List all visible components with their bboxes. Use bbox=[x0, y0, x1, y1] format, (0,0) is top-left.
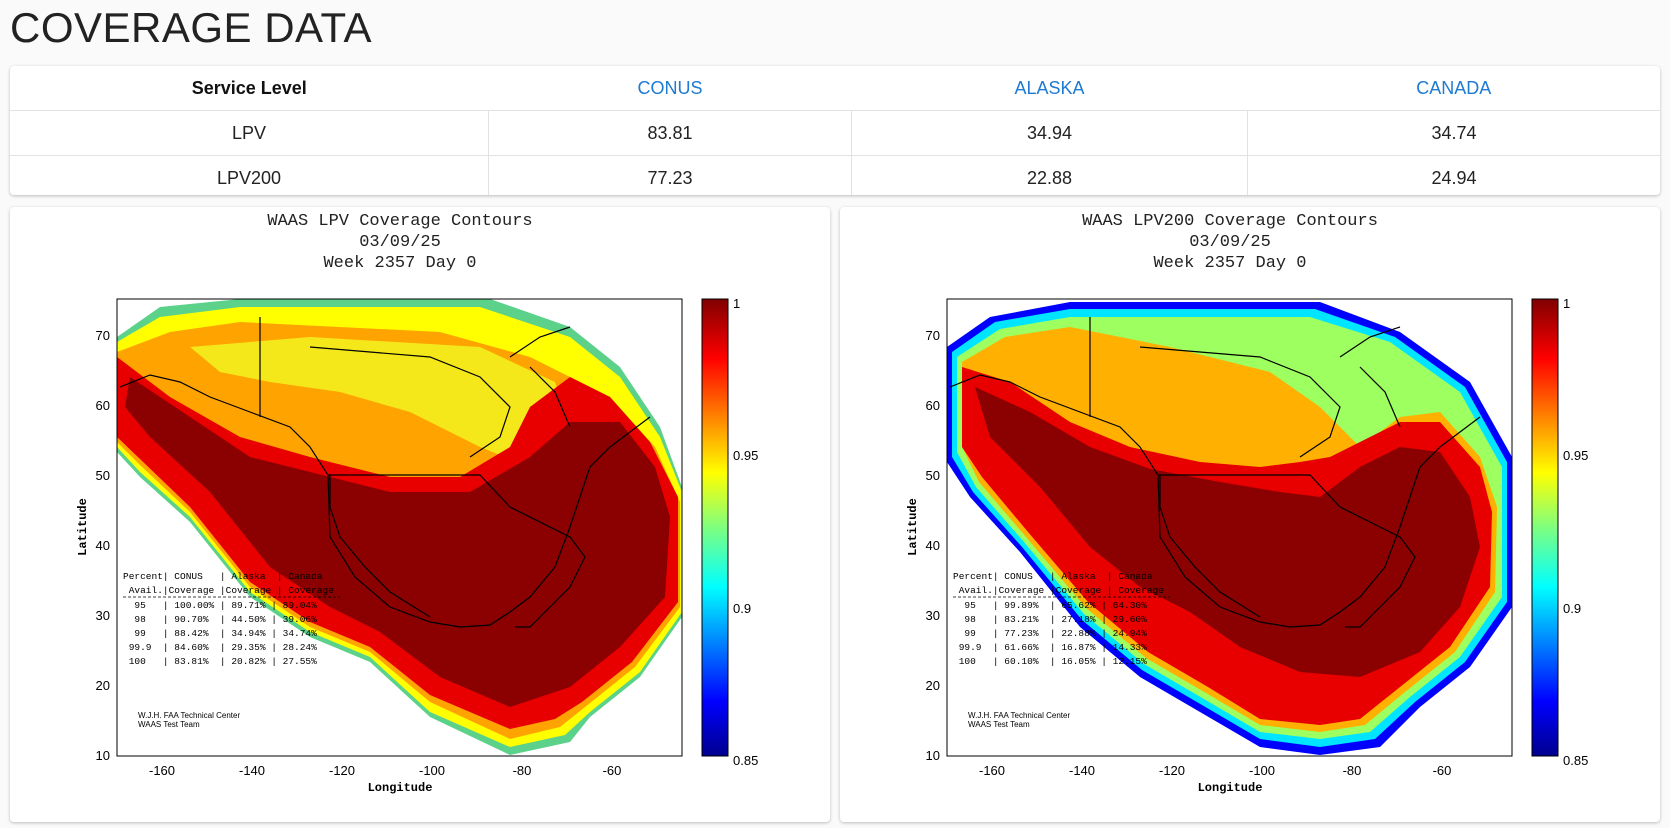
header-canada[interactable]: CANADA bbox=[1247, 66, 1660, 111]
stats-header: Percent| CONUS | Alaska | Canada bbox=[123, 571, 323, 582]
cell-service-level: LPV200 bbox=[216, 167, 282, 188]
y-tick: 30 bbox=[96, 608, 110, 623]
x-axis-label: Longitude bbox=[368, 781, 433, 795]
colorbar bbox=[1531, 298, 1559, 757]
colorbar-tick: 0.85 bbox=[733, 753, 758, 768]
cell-canada: 24.94 bbox=[1247, 155, 1660, 195]
header-conus[interactable]: CONUS bbox=[488, 66, 852, 111]
colorbar-tick: 1 bbox=[733, 296, 740, 311]
credit-text: W.J.H. FAA Technical Center WAAS Test Te… bbox=[138, 711, 240, 729]
colorbar-tick: 0.9 bbox=[733, 601, 751, 616]
x-tick: -120 bbox=[1159, 763, 1185, 778]
stats-row: 100 | 60.10% | 16.05% | 12.15% bbox=[953, 656, 1147, 667]
x-tick: -60 bbox=[1433, 763, 1452, 778]
x-tick: -140 bbox=[1069, 763, 1095, 778]
colorbar-tick: 0.95 bbox=[733, 448, 758, 463]
y-axis-ticks: 70 60 50 40 30 20 10 bbox=[926, 328, 940, 763]
coverage-contours bbox=[117, 299, 682, 755]
header-alaska[interactable]: ALASKA bbox=[851, 66, 1248, 111]
coverage-contours bbox=[947, 302, 1512, 755]
stats-header: Percent| CONUS | Alaska | Canada bbox=[953, 571, 1153, 582]
table-row: LPV 83.81 34.94 34.74 bbox=[10, 110, 1660, 156]
lpv200-coverage-map-card: -160 -140 -120 -100 -80 -60 70 60 50 40 … bbox=[840, 207, 1660, 822]
x-tick: -140 bbox=[239, 763, 265, 778]
stats-table: Percent| CONUS | Alaska | Canada Avail.|… bbox=[123, 571, 340, 667]
stats-row: 99.9 | 61.66% | 16.87% | 14.33% bbox=[953, 642, 1147, 653]
cell-conus: 77.23 bbox=[488, 155, 852, 195]
y-axis-label: Latitude bbox=[906, 498, 920, 556]
x-tick: -80 bbox=[1343, 763, 1362, 778]
cell-service-level: LPV bbox=[10, 110, 489, 156]
svg-text:W.J.H. FAA Technical Center: W.J.H. FAA Technical Center bbox=[138, 711, 240, 720]
stats-row: 95 | 99.89% | 65.62% | 64.30% bbox=[953, 600, 1147, 611]
lpv200-coverage-map[interactable]: -160 -140 -120 -100 -80 -60 70 60 50 40 … bbox=[840, 207, 1660, 822]
plot-frame bbox=[946, 298, 1513, 757]
cell-conus: 83.81 bbox=[488, 110, 852, 156]
y-axis-ticks: 70 60 50 40 30 20 10 bbox=[96, 328, 110, 763]
y-axis-label: Latitude bbox=[76, 498, 90, 556]
x-axis-ticks: -160 -140 -120 -100 -80 -60 bbox=[149, 763, 621, 778]
cell-alaska: 22.88 bbox=[851, 155, 1248, 195]
stats-row: 99.9 | 84.60% | 29.35% | 28.24% bbox=[123, 642, 317, 653]
table-row: LPV200 77.23 22.88 24.94 bbox=[10, 155, 1660, 195]
x-tick: -120 bbox=[329, 763, 355, 778]
y-tick: 60 bbox=[926, 398, 940, 413]
stats-row: 95 | 100.00% | 89.71% | 89.04% bbox=[123, 600, 317, 611]
table-header-row: Service Level CONUS ALASKA CANADA bbox=[10, 66, 1660, 111]
colorbar-tick: 0.95 bbox=[1563, 448, 1588, 463]
lpv-coverage-map[interactable]: -160 -140 -120 -100 -80 -60 70 60 50 40 … bbox=[10, 207, 830, 822]
page-title: COVERAGE DATA bbox=[10, 4, 373, 51]
y-tick: 20 bbox=[96, 678, 110, 693]
colorbar-tick: 0.85 bbox=[1563, 753, 1588, 768]
coastlines bbox=[949, 317, 1481, 628]
colorbar-tick: 0.9 bbox=[1563, 601, 1581, 616]
x-tick: -160 bbox=[979, 763, 1005, 778]
stats-row: 99 | 88.42% | 34.94% | 34.74% bbox=[123, 628, 317, 639]
lpv-coverage-map-card: -160 -140 -120 -100 -80 -60 70 60 50 40 … bbox=[10, 207, 830, 822]
coastlines bbox=[119, 317, 651, 628]
x-tick: -60 bbox=[603, 763, 622, 778]
x-tick: -100 bbox=[419, 763, 445, 778]
cell-alaska: 34.94 bbox=[851, 110, 1248, 156]
svg-text:WAAS Test Team: WAAS Test Team bbox=[968, 720, 1030, 729]
y-tick: 10 bbox=[96, 748, 110, 763]
stats-header: Avail.|Coverage |Coverage | Coverage bbox=[123, 585, 334, 596]
plot-frame bbox=[116, 298, 683, 757]
x-axis-label: Longitude bbox=[1198, 781, 1263, 795]
y-tick: 40 bbox=[926, 538, 940, 553]
x-axis-ticks: -160 -140 -120 -100 -80 -60 bbox=[979, 763, 1451, 778]
y-tick: 50 bbox=[96, 468, 110, 483]
svg-text:WAAS Test Team: WAAS Test Team bbox=[138, 720, 200, 729]
x-tick: -100 bbox=[1249, 763, 1275, 778]
colorbar-tick: 1 bbox=[1563, 296, 1570, 311]
y-tick: 70 bbox=[96, 328, 110, 343]
coverage-table-card: Service Level CONUS ALASKA CANADA LPV 83… bbox=[10, 66, 1660, 195]
header-service-level: Service Level bbox=[10, 66, 489, 111]
stats-row: 100 | 83.81% | 20.82% | 27.55% bbox=[123, 656, 317, 667]
coverage-table: Service Level CONUS ALASKA CANADA LPV 83… bbox=[10, 66, 1660, 195]
y-tick: 50 bbox=[926, 468, 940, 483]
credit-text: W.J.H. FAA Technical Center WAAS Test Te… bbox=[968, 711, 1070, 729]
stats-row: 98 | 90.70% | 44.50% | 39.06% bbox=[123, 614, 317, 625]
stats-header: Avail.|Coverage |Coverage | Coverage bbox=[953, 585, 1164, 596]
y-tick: 70 bbox=[926, 328, 940, 343]
x-tick: -160 bbox=[149, 763, 175, 778]
cell-canada: 34.74 bbox=[1247, 110, 1660, 156]
map-title: WAAS LPV Coverage Contours 03/09/25 Week… bbox=[267, 212, 533, 273]
y-tick: 20 bbox=[926, 678, 940, 693]
colorbar-ticks: 1 0.95 0.9 0.85 bbox=[1563, 296, 1588, 768]
y-tick: 40 bbox=[96, 538, 110, 553]
map-title: WAAS LPV200 Coverage Contours 03/09/25 W… bbox=[1082, 212, 1378, 273]
svg-text:W.J.H. FAA Technical Center: W.J.H. FAA Technical Center bbox=[968, 711, 1070, 720]
stats-row: 99 | 77.23% | 22.88% | 24.94% bbox=[953, 628, 1147, 639]
colorbar-ticks: 1 0.95 0.9 0.85 bbox=[733, 296, 758, 768]
colorbar bbox=[701, 298, 729, 757]
y-tick: 60 bbox=[96, 398, 110, 413]
y-tick: 10 bbox=[926, 748, 940, 763]
y-tick: 30 bbox=[926, 608, 940, 623]
stats-table: Percent| CONUS | Alaska | Canada Avail.|… bbox=[953, 571, 1170, 667]
stats-row: 98 | 83.21% | 27.18% | 29.60% bbox=[953, 614, 1147, 625]
x-tick: -80 bbox=[513, 763, 532, 778]
